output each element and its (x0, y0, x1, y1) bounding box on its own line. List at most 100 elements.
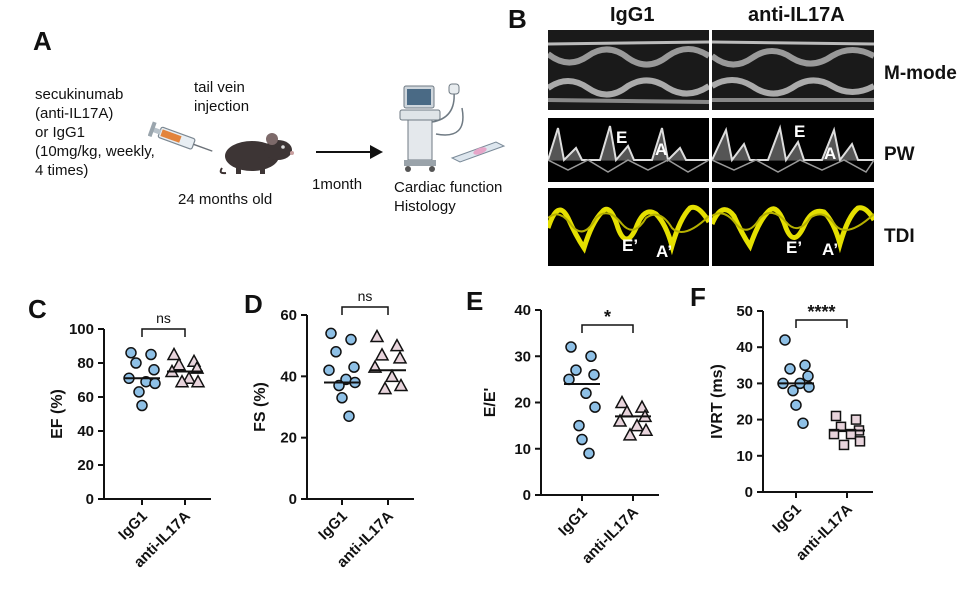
panel-letter-c: C (28, 294, 47, 324)
data-point-d (330, 346, 342, 358)
data-point-c (130, 357, 142, 369)
data-point-c (189, 360, 205, 374)
data-point-e (622, 427, 638, 441)
data-point-d (389, 338, 405, 352)
data-point-d (384, 368, 400, 383)
data-point-e (576, 433, 588, 446)
data-point-d (345, 333, 357, 346)
data-point-d (325, 327, 337, 340)
column-title-anti-il17a: anti-IL17A (748, 4, 845, 26)
data-point-d (336, 392, 348, 404)
mmode-image-igg1 (548, 30, 709, 110)
data-point-f (802, 370, 814, 382)
data-point-e (634, 399, 650, 413)
data-point-e (563, 373, 575, 386)
tdi-image-igg1 (548, 188, 709, 266)
data-point-c (190, 374, 206, 388)
data-point-c (136, 399, 148, 412)
data-point-e (573, 419, 585, 432)
significance-bracket-e (581, 324, 634, 333)
row-label-tdi: TDI (884, 226, 915, 247)
data-point-e (629, 418, 645, 432)
tdi-e-mark-igg1: E’ (622, 236, 639, 255)
data-point-d (323, 364, 335, 376)
significance-label-d: ns (358, 288, 373, 304)
significance-label-f: **** (807, 302, 835, 322)
panel-letter-b: B (508, 4, 527, 34)
data-point-e (583, 447, 595, 460)
tdi-e-mark-anti-il17a: E’ (786, 238, 803, 257)
y-tick-label-f: 20 (736, 412, 753, 429)
y-tick-label-c: 0 (86, 491, 94, 508)
panel-letter-f: F (690, 282, 706, 312)
data-point-c (145, 348, 157, 361)
data-point-f (850, 414, 862, 425)
y-axis-label-f: IVRT (ms) (709, 364, 726, 439)
data-point-d (377, 381, 393, 395)
data-point-d (392, 350, 408, 364)
data-point-c (166, 346, 182, 361)
y-axis-label-e: E/E' (482, 388, 499, 418)
data-point-d (343, 410, 355, 422)
ultrasound-machine-icon (399, 83, 464, 172)
tdi-image-anti-il17a (712, 188, 874, 266)
y-tick-label-c: 20 (77, 457, 94, 474)
y-tick-label-d: 60 (280, 307, 297, 324)
data-point-d (369, 328, 385, 343)
pw-a-mark-anti-il17a: A (824, 144, 837, 163)
data-point-e (580, 387, 592, 399)
microscope-slide-icon (450, 141, 506, 163)
data-point-e (585, 350, 597, 362)
x-tick-label-f: IgG1 (769, 501, 805, 537)
y-tick-label-c: 40 (77, 423, 94, 440)
significance-bracket-d (341, 306, 389, 315)
pw-image-anti-il17a (712, 118, 874, 182)
y-tick-label-d: 20 (280, 430, 297, 447)
tdi-a-mark-igg1: A’ (656, 242, 673, 261)
y-tick-label-f: 30 (736, 375, 753, 392)
x-tick-label-d: IgG1 (315, 508, 351, 544)
pw-e-mark-anti-il17a: E (794, 122, 806, 141)
y-tick-label-c: 60 (77, 389, 94, 406)
mmode-image-anti-il17a (712, 30, 874, 110)
data-point-f (803, 381, 815, 393)
data-point-f (784, 363, 796, 375)
data-point-f (787, 384, 799, 397)
syringe-icon (148, 121, 213, 152)
y-axis-label-c: EF (%) (49, 389, 66, 439)
y-tick-label-d: 40 (280, 368, 297, 385)
pw-image-igg1 (548, 118, 709, 182)
data-point-c (125, 347, 137, 359)
data-point-e (589, 401, 601, 413)
injection-label: tail vein injection (194, 79, 250, 115)
y-tick-label-c: 100 (69, 321, 94, 338)
data-point-e (614, 394, 630, 409)
data-point-e (612, 413, 628, 427)
pw-e-mark-igg1: E (616, 128, 628, 147)
data-point-f (779, 334, 791, 346)
data-point-c (133, 386, 145, 398)
data-point-c (181, 370, 197, 385)
data-point-c (149, 377, 161, 390)
y-tick-label-d: 0 (289, 491, 297, 508)
significance-label-c: ns (156, 310, 171, 326)
data-point-f (838, 439, 850, 451)
outcome-label: Cardiac function Histology (394, 179, 503, 215)
data-point-c (148, 364, 160, 376)
data-point-d (393, 377, 409, 392)
data-point-d (374, 347, 390, 361)
significance-label-e: * (604, 307, 611, 327)
y-tick-label-f: 50 (736, 303, 753, 320)
x-tick-label-e: IgG1 (555, 504, 591, 540)
y-tick-label-f: 10 (736, 448, 753, 465)
y-tick-label-e: 0 (523, 487, 531, 504)
data-point-e (565, 341, 577, 353)
y-tick-label-f: 40 (736, 339, 753, 356)
data-point-e (638, 422, 654, 436)
tdi-a-mark-anti-il17a: A’ (822, 240, 839, 259)
y-tick-label-e: 10 (514, 441, 531, 458)
y-axis-label-d: FS (%) (252, 382, 269, 432)
y-tick-label-e: 40 (514, 302, 531, 319)
pw-a-mark-igg1: A (655, 140, 668, 159)
panel-letter-d: D (244, 289, 263, 319)
